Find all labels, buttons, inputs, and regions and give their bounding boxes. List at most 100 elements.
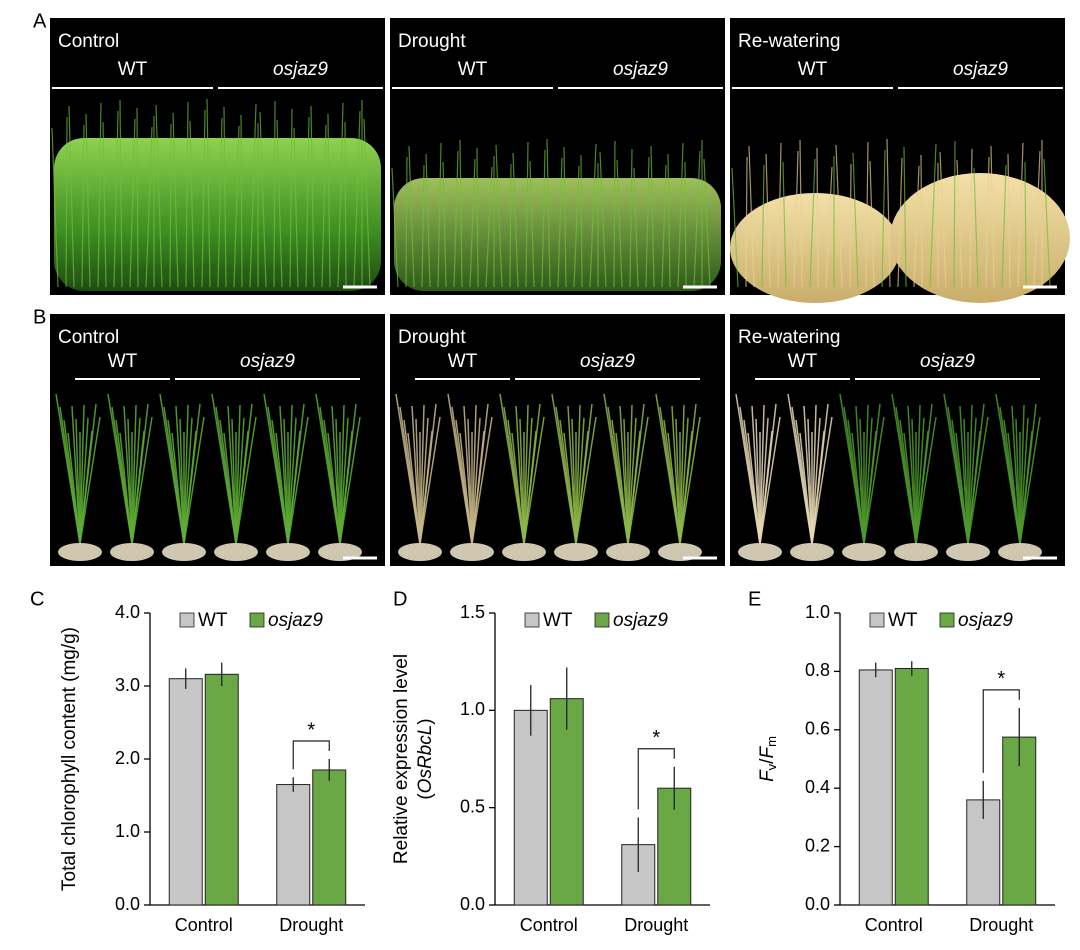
leaf [471,417,481,545]
leaf [761,164,765,288]
leaf [953,140,956,288]
leaf [913,165,920,288]
panel-letter: C [30,588,44,610]
bar [894,667,929,906]
x-tick-label: Control [520,915,578,935]
leaf [183,404,189,545]
leaf [131,403,149,545]
leaf [327,432,341,545]
leaf [419,403,437,545]
leaf [471,403,489,545]
bar [168,678,203,906]
leaf [627,404,633,545]
leaf [580,154,583,288]
leaf [616,159,623,288]
y-axis-label-part: OsRbcL [415,725,436,794]
leaf [442,161,447,288]
condition-title: Re-watering [738,31,840,52]
leaf [955,432,969,545]
leaf [119,432,133,545]
leaf [172,112,179,288]
leaf [259,111,267,288]
leaf [421,164,425,288]
leaf [51,127,59,288]
y-axis-label-part: v [764,763,779,770]
leaf [525,141,529,288]
leaf [939,151,947,288]
leaf [869,160,875,288]
leaf [990,145,995,288]
leaf [495,144,503,288]
leaf [523,417,533,545]
leaf [573,165,580,288]
leaf [915,417,925,545]
pot [398,543,442,561]
legend-swatch [869,612,885,628]
bar [549,698,584,906]
leaf [563,146,567,288]
y-tick-label: 1.0 [805,602,830,622]
leaf [645,156,650,288]
leaf [183,403,201,545]
leaf [563,432,577,545]
group-label: osjaz9 [580,351,635,372]
leaf [339,403,357,545]
leaf [310,105,315,288]
leaf [1019,417,1029,545]
leaf [969,148,973,288]
y-tick-label: 0.0 [805,894,830,914]
leaf [599,151,607,288]
leaf [131,416,153,545]
leaf [811,416,833,545]
leaf [136,107,139,288]
y-axis-label-part: ) [415,718,436,724]
leaf [703,158,711,288]
bar [276,784,311,906]
panel-letter: D [393,588,407,610]
leaf [851,432,865,545]
y-axis-label: Relative expression level [391,654,412,864]
leaf [799,139,803,288]
significance-bracket [982,689,1020,773]
leaf [235,417,245,545]
leaf [79,416,101,545]
y-tick-label: 0.2 [805,835,830,855]
leaf [233,125,240,288]
leaf [811,404,817,545]
pot [606,543,650,561]
leaf [287,404,293,545]
leaf [679,416,701,545]
leaf [453,150,459,288]
leaf [97,102,102,288]
leaf [809,158,816,288]
leaf [650,145,655,288]
leaf [289,108,293,288]
leaf [903,432,917,545]
y-axis-label: Total chlorophyll content (mg/g) [59,627,80,891]
leaf [235,403,253,545]
leaf [1043,158,1051,288]
leaf [79,417,89,545]
leaf [835,144,843,288]
group-label: osjaz9 [273,59,328,80]
leaf [973,167,979,288]
legend-swatch [594,612,610,628]
legend-label: WT [543,610,573,631]
leaf [85,113,91,288]
significance-label: * [652,727,660,749]
pot [162,543,206,561]
leaf [287,416,309,545]
leaf [881,149,886,288]
leaf [523,416,545,545]
y-tick-label: 4.0 [115,602,140,622]
condition-title: Drought [398,31,466,52]
leaf [471,404,477,545]
leaf [897,157,903,288]
leaf [353,110,361,288]
leaf [748,145,755,288]
leaf [849,163,852,288]
leaf [825,166,833,288]
leaf [512,152,519,288]
condition-title: Control [58,31,119,52]
leaf [1024,161,1027,288]
